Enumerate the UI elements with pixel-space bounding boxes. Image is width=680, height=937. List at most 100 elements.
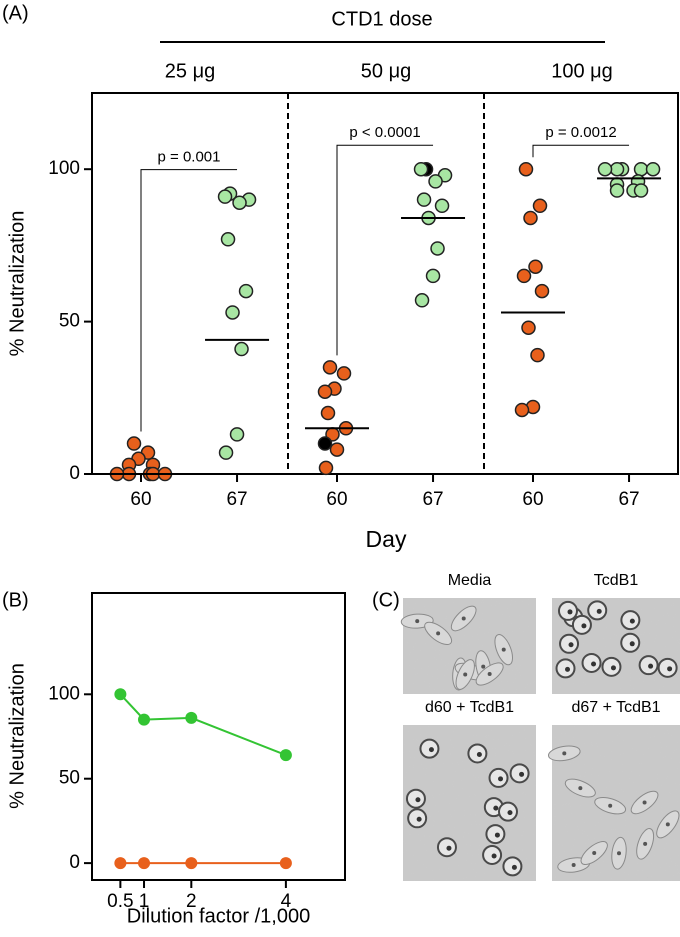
data-point [218, 445, 234, 460]
data-point [633, 183, 649, 198]
data-point [534, 283, 550, 299]
cell-core [608, 803, 613, 808]
data-point [645, 161, 661, 177]
header: CTD1 dose [331, 8, 432, 30]
y-tick-label: 100 [48, 683, 80, 704]
y-tick-label: 50 [59, 768, 80, 789]
x-tick-label: 1 [139, 891, 150, 912]
x-tick-label: 67 [618, 489, 639, 510]
image-label: d67 + TcdB1 [571, 699, 660, 716]
cell-core [491, 853, 497, 859]
cell-core [629, 641, 635, 647]
data-point [413, 161, 429, 177]
data-point [138, 857, 151, 870]
data-point [279, 857, 292, 870]
cell-core [511, 864, 517, 870]
y-tick-label: 0 [69, 852, 80, 873]
data-point [317, 436, 333, 451]
cell-core [565, 666, 571, 672]
cell-core [519, 771, 525, 777]
data-point [609, 161, 625, 177]
data-point [528, 259, 543, 274]
cell-core [581, 623, 587, 629]
data-point [234, 341, 249, 357]
data-point [416, 192, 432, 207]
cell-core [629, 618, 635, 624]
cell-core [643, 841, 648, 846]
x-tick-label: 4 [281, 891, 292, 912]
data-point [434, 198, 450, 214]
image-label: TcdB1 [594, 572, 639, 589]
p-value: p = 0.0012 [545, 124, 616, 141]
data-point [138, 713, 151, 726]
cell-core [415, 619, 420, 624]
y-tick-label: 0 [69, 463, 80, 484]
cell-core [498, 776, 504, 782]
cell-core [501, 647, 506, 652]
data-point [114, 857, 127, 870]
x-axis-label: Day [366, 526, 407, 552]
x-tick-label: 60 [522, 489, 543, 510]
data-point [514, 402, 530, 418]
cell-core [493, 805, 499, 811]
x-tick-label: 60 [326, 489, 347, 510]
data-point [523, 210, 538, 226]
data-point [329, 442, 345, 457]
y-tick-label: 100 [48, 158, 80, 179]
cell-core [507, 810, 513, 816]
data-point [428, 174, 443, 189]
data-point [320, 405, 336, 421]
cell-core [481, 664, 486, 669]
cell-core [463, 672, 468, 677]
data-point [521, 320, 536, 335]
x-tick-label: 0.5 [107, 891, 133, 912]
bracket [336, 144, 434, 356]
cell-core [446, 845, 452, 851]
data-point [185, 857, 198, 870]
data-point [238, 283, 254, 299]
y-axis-label: % Neutralization [6, 663, 28, 809]
x-tick-label: 67 [422, 489, 443, 510]
plot-frame [91, 592, 346, 881]
cell-core [571, 863, 576, 868]
cell-core [461, 616, 466, 621]
image-label: d60 + TcdB1 [425, 699, 514, 716]
data-point [318, 460, 334, 476]
cell-core [436, 631, 441, 636]
panel-label: (C) [372, 589, 400, 611]
cell-core [591, 661, 597, 667]
data-point [232, 195, 247, 210]
y-axis-label: % Neutralization [6, 211, 28, 357]
bracket [532, 144, 630, 158]
cell-core [428, 747, 434, 753]
cell-core [568, 642, 574, 648]
cell-core [648, 663, 654, 669]
x-tick-label: 2 [186, 891, 197, 912]
x-tick-label: 60 [130, 489, 151, 510]
data-point [336, 366, 352, 381]
x-axis-label: Dilution factor /1,000 [127, 905, 310, 927]
image-label: Media [448, 572, 492, 589]
cell-core [415, 797, 421, 803]
cell-core [476, 751, 482, 757]
data-point [322, 360, 338, 375]
data-point [279, 749, 292, 762]
group-label: 100 μg [551, 60, 613, 82]
data-point [126, 436, 142, 451]
data-point [430, 241, 445, 256]
data-point [516, 268, 532, 284]
data-point [114, 688, 127, 701]
data-point [220, 232, 236, 247]
data-point [597, 161, 613, 177]
y-tick-label: 50 [59, 311, 80, 332]
cell-core [667, 666, 673, 672]
data-point [530, 347, 545, 363]
cell-core [567, 609, 573, 615]
cell-core [642, 800, 647, 805]
data-point [609, 183, 625, 198]
x-tick-label: 67 [226, 489, 247, 510]
cell-core [562, 751, 567, 756]
cell-core [578, 786, 583, 791]
data-point [425, 268, 441, 284]
data-point [518, 161, 534, 177]
